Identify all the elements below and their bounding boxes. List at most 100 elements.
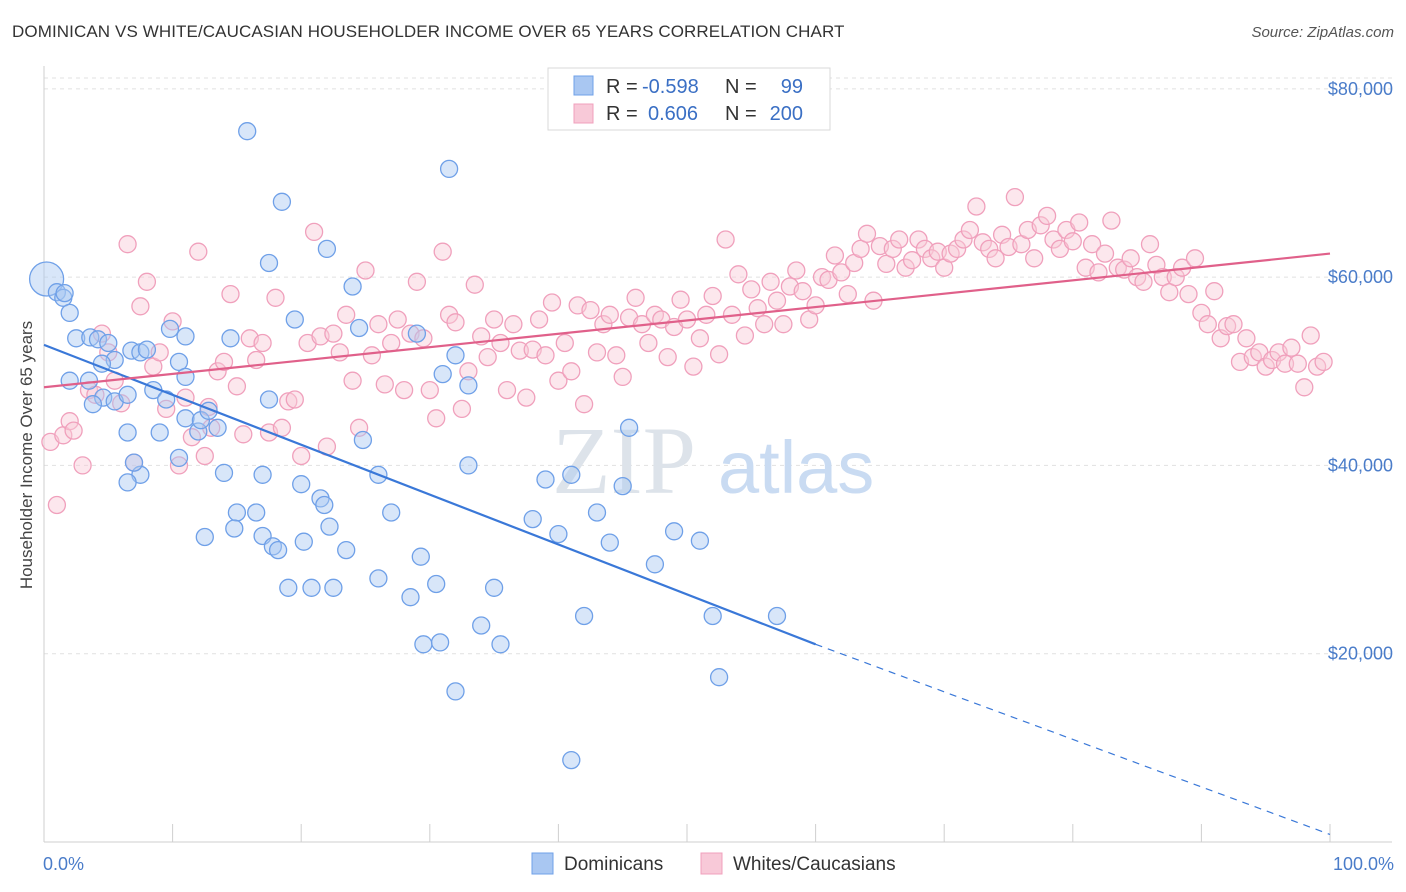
white-point (221, 284, 240, 304)
white-point (1205, 282, 1224, 301)
dominican-point (176, 327, 195, 346)
dominican-point (645, 555, 665, 574)
white-point (478, 347, 497, 367)
white-point (394, 380, 414, 400)
bottom-legend: Dominicans Whites/Caucasians (531, 852, 896, 875)
white-point (1044, 230, 1063, 249)
x-tick-label-max: 100.0% (1333, 854, 1394, 874)
chart-title: DOMINICAN VS WHITE/CAUCASIAN HOUSEHOLDER… (12, 22, 845, 41)
white-point (690, 329, 710, 348)
dominican-point (118, 385, 137, 404)
dominican-point (118, 423, 137, 442)
dominican-point (279, 578, 298, 597)
legend-n-label-whites: N = (725, 103, 757, 125)
dominican-point (285, 310, 304, 329)
white-point (536, 346, 555, 365)
white-point (1224, 315, 1243, 334)
dominican-point (28, 261, 65, 297)
white-point (169, 456, 189, 475)
white-point (1095, 244, 1115, 263)
y-tick-label-0: $20,000 (1328, 644, 1393, 664)
trend-line-dominicans (43, 343, 816, 646)
white-point (324, 324, 343, 343)
legend-r-value-dominicans: -0.598 (642, 76, 699, 98)
dominican-point (189, 422, 208, 441)
dominican-point (169, 448, 189, 468)
white-point (330, 343, 349, 362)
dominican-point (664, 522, 684, 541)
white-point (433, 242, 452, 261)
white-point (420, 380, 439, 400)
dominican-point (709, 668, 729, 687)
white-point (1192, 303, 1211, 323)
white-point (362, 346, 382, 365)
white-point (767, 291, 787, 310)
white-point (1063, 232, 1082, 251)
white-point (626, 288, 645, 307)
dominican-point (320, 517, 339, 536)
y-axis-label: Householder Income Over 65 years (17, 321, 36, 589)
white-point (1160, 283, 1179, 302)
white-point (157, 399, 176, 419)
chart-source: Source: ZipAtlas.com (1251, 24, 1394, 41)
white-point (1082, 235, 1102, 254)
white-point (735, 326, 755, 345)
white-point (890, 230, 909, 249)
dominican-point (67, 329, 86, 348)
white-point (967, 197, 986, 216)
y-tick-label-3: $80,000 (1328, 79, 1393, 99)
white-point (234, 425, 253, 444)
white-point (452, 399, 472, 419)
series-dominicans (28, 122, 787, 770)
dominican-point (349, 318, 369, 338)
white-point (189, 242, 208, 261)
white-point (838, 284, 857, 304)
white-point (304, 222, 324, 242)
dominican-point (225, 519, 244, 538)
dominican-point (407, 324, 427, 343)
white-point (1237, 329, 1256, 348)
dominican-point (491, 635, 510, 654)
dominican-point (324, 578, 343, 597)
dominican-point (703, 606, 722, 626)
white-point (131, 297, 150, 316)
legend-r-value-whites: 0.606 (648, 103, 698, 125)
dominican-point (292, 475, 311, 494)
white-point (909, 230, 928, 249)
white-point (761, 272, 780, 291)
white-point (902, 251, 922, 270)
axes (43, 66, 1392, 843)
dominican-point (353, 430, 373, 450)
white-point (793, 282, 812, 301)
dominican-point (118, 473, 137, 492)
dominican-point (317, 239, 337, 259)
white-point (587, 343, 607, 362)
white-point (279, 392, 298, 411)
white-point (504, 315, 523, 334)
white-point (227, 377, 247, 396)
dominican-point (208, 418, 227, 437)
white-point (73, 456, 92, 475)
dominican-point (315, 495, 334, 515)
white-point (382, 333, 401, 353)
legend-box (547, 67, 831, 131)
dominican-point (259, 390, 279, 409)
white-point (446, 313, 465, 332)
white-point (1025, 249, 1044, 268)
dominican-point (600, 533, 619, 552)
dominican-point (549, 524, 568, 544)
dominican-point (430, 633, 450, 652)
dominican-point (401, 588, 420, 607)
white-point (1301, 326, 1320, 345)
dominican-point (238, 122, 257, 141)
dominican-point (191, 411, 211, 430)
white-point (1070, 213, 1089, 232)
dominican-point (79, 371, 99, 390)
legend-n-value-dominicans: 99 (781, 76, 803, 98)
white-point (60, 412, 79, 431)
dominican-point (83, 395, 103, 414)
dominican-point (195, 527, 214, 547)
white-point (825, 246, 845, 265)
dominican-point (253, 465, 272, 484)
dominican-point (259, 253, 279, 273)
